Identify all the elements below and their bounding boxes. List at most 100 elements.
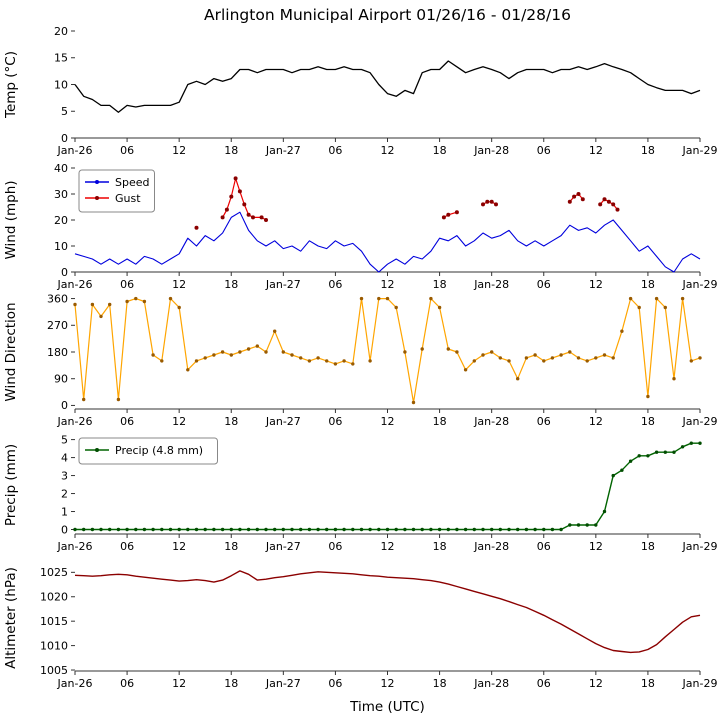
svg-text:10: 10 (54, 240, 68, 253)
panel-wind: Jan-26 06 12 18 Jan-27 06 12 18 Jan-28 06 12 18 Jan-… (3, 162, 717, 291)
svg-text:Jan-27: Jan-27 (265, 415, 301, 428)
svg-text:18: 18 (641, 677, 655, 690)
svg-text:Jan-29: Jan-29 (682, 677, 718, 690)
svg-text:06: 06 (120, 540, 134, 553)
y-tick-labels-altimeter: 1005 1010 1015 1020 1025 (40, 566, 75, 677)
y-axis-label-winddir: Wind Direction (3, 302, 19, 401)
svg-text:Jan-27: Jan-27 (265, 278, 301, 291)
svg-text:20: 20 (54, 25, 68, 38)
chart-title: Arlington Municipal Airport 01/26/16 - 0… (204, 6, 571, 24)
svg-text:18: 18 (641, 278, 655, 291)
svg-text:18: 18 (433, 677, 447, 690)
y-axis-label-temp: Temp (°C) (3, 51, 19, 119)
y-tick-labels-precip: 0 1 2 3 4 5 (61, 433, 75, 536)
panel-winddir: Jan-26 06 12 18 Jan-27 06 12 18 Jan-28 06 12 18 Jan-… (3, 292, 717, 428)
svg-text:18: 18 (641, 540, 655, 553)
svg-text:12: 12 (589, 144, 603, 157)
svg-text:180: 180 (47, 346, 68, 359)
svg-text:Jan-28: Jan-28 (473, 415, 509, 428)
svg-text:Speed: Speed (115, 176, 149, 189)
svg-text:Gust: Gust (115, 192, 141, 205)
y-tick-labels-wind: 0 10 20 30 40 (54, 162, 75, 279)
svg-text:06: 06 (537, 144, 551, 157)
svg-text:20: 20 (54, 214, 68, 227)
x-tick-labels-wind: Jan-26 06 12 18 Jan-27 06 12 18 Jan-28 06 12 18 Jan-… (57, 272, 717, 291)
svg-text:12: 12 (381, 144, 395, 157)
svg-text:12: 12 (172, 278, 186, 291)
series-temp-temp (74, 60, 701, 113)
svg-text:12: 12 (589, 677, 603, 690)
svg-text:18: 18 (433, 278, 447, 291)
svg-text:Jan-27: Jan-27 (265, 677, 301, 690)
svg-text:06: 06 (328, 415, 342, 428)
svg-text:12: 12 (172, 415, 186, 428)
svg-text:1005: 1005 (40, 664, 68, 677)
svg-text:06: 06 (537, 540, 551, 553)
x-tick-labels-precip: Jan-26 06 12 18 Jan-27 06 12 18 Jan-28 06 12 18 Jan-… (57, 534, 717, 553)
svg-text:12: 12 (589, 278, 603, 291)
svg-text:Jan-26: Jan-26 (57, 278, 93, 291)
svg-text:15: 15 (54, 52, 68, 65)
svg-text:06: 06 (537, 415, 551, 428)
svg-text:12: 12 (172, 144, 186, 157)
svg-text:0: 0 (61, 399, 68, 412)
series-winddir-direction (73, 296, 702, 405)
panel-temp: Jan-26 06 12 18 Jan-27 06 12 18 Jan-28 06 12 18 Jan-… (3, 25, 717, 157)
svg-text:06: 06 (328, 677, 342, 690)
svg-text:12: 12 (381, 415, 395, 428)
svg-text:18: 18 (641, 144, 655, 157)
svg-text:3: 3 (61, 469, 68, 482)
svg-text:Jan-28: Jan-28 (473, 278, 509, 291)
x-tick-labels-altimeter: Jan-26 06 12 18 Jan-27 06 12 18 Jan-28 06 12 18 Jan-… (57, 671, 718, 690)
x-tick-labels-temp: Jan-26 06 12 18 Jan-27 06 12 18 Jan-28 06 12 18 Jan-… (57, 138, 718, 157)
series-precip-precip-4-8-mm- (73, 441, 702, 532)
svg-text:Jan-29: Jan-29 (682, 144, 718, 157)
svg-text:Jan-28: Jan-28 (473, 677, 509, 690)
svg-text:06: 06 (537, 278, 551, 291)
svg-text:18: 18 (641, 415, 655, 428)
svg-text:12: 12 (381, 278, 395, 291)
y-axis-label-wind: Wind (mph) (3, 180, 19, 259)
svg-text:0: 0 (61, 132, 68, 145)
svg-text:0: 0 (61, 523, 68, 536)
svg-text:1020: 1020 (40, 591, 68, 604)
svg-text:1025: 1025 (40, 566, 68, 579)
svg-text:30: 30 (54, 188, 68, 201)
svg-text:12: 12 (172, 540, 186, 553)
svg-text:4: 4 (61, 451, 68, 464)
svg-text:40: 40 (54, 162, 68, 175)
svg-text:06: 06 (120, 415, 134, 428)
svg-text:1010: 1010 (40, 639, 68, 652)
svg-text:06: 06 (120, 278, 134, 291)
svg-text:06: 06 (537, 677, 551, 690)
svg-text:18: 18 (433, 415, 447, 428)
svg-text:270: 270 (47, 319, 68, 332)
svg-text:12: 12 (589, 415, 603, 428)
svg-text:Jan-26: Jan-26 (57, 540, 93, 553)
svg-text:5: 5 (61, 433, 68, 446)
svg-text:18: 18 (433, 540, 447, 553)
svg-text:Jan-29: Jan-29 (682, 415, 718, 428)
svg-text:06: 06 (120, 144, 134, 157)
svg-text:Jan-26: Jan-26 (57, 144, 93, 157)
svg-text:Precip (4.8 mm): Precip (4.8 mm) (115, 444, 203, 457)
svg-text:Jan-28: Jan-28 (473, 540, 509, 553)
series-wind-gust (194, 176, 620, 230)
svg-text:12: 12 (381, 677, 395, 690)
y-tick-labels-temp: 0 5 10 15 20 (54, 25, 75, 145)
svg-text:18: 18 (224, 540, 238, 553)
x-axis-title: Time (UTC) (350, 699, 425, 715)
svg-text:12: 12 (589, 540, 603, 553)
svg-text:06: 06 (328, 540, 342, 553)
svg-text:18: 18 (224, 415, 238, 428)
svg-text:2: 2 (61, 487, 68, 500)
svg-text:360: 360 (47, 292, 68, 305)
svg-text:Jan-28: Jan-28 (473, 144, 509, 157)
svg-text:Jan-26: Jan-26 (57, 415, 93, 428)
svg-text:12: 12 (172, 677, 186, 690)
svg-text:18: 18 (224, 278, 238, 291)
x-tick-labels-winddir: Jan-26 06 12 18 Jan-27 06 12 18 Jan-28 06 12 18 Jan-… (57, 409, 718, 428)
svg-text:1015: 1015 (40, 615, 68, 628)
